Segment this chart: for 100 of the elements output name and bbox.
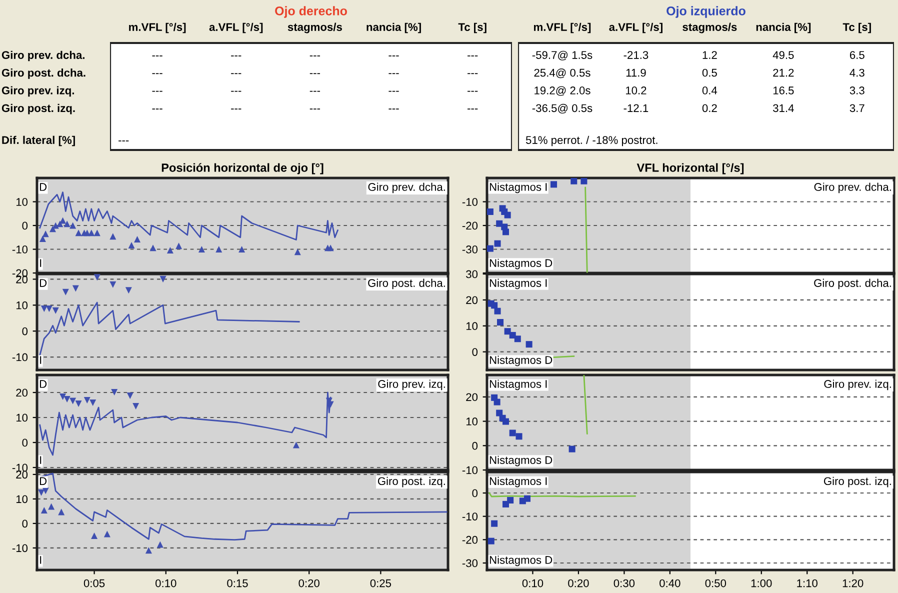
point: [42, 230, 49, 238]
point: [502, 228, 510, 236]
point: [40, 506, 48, 514]
point: [491, 302, 498, 309]
category-label: Tc [s]: [842, 22, 871, 34]
annotation: Nistagmos I: [490, 278, 547, 290]
point: [39, 236, 46, 242]
point: [126, 392, 134, 400]
text: ---: [468, 108, 478, 110]
point: [487, 208, 494, 215]
point: [145, 547, 152, 554]
point: [494, 240, 501, 247]
chart-title: Giro prev. izq.: [378, 380, 445, 390]
annotation: I: [40, 556, 42, 564]
point: [166, 246, 174, 254]
point: [104, 530, 110, 538]
y-tick-label: 0: [22, 520, 28, 528]
annotation: D: [40, 183, 47, 191]
x-tick-label: 0:20: [568, 579, 589, 588]
point: [238, 246, 246, 253]
point: [514, 336, 521, 342]
line-series: [39, 392, 332, 456]
point: [64, 396, 70, 403]
chart-title: Giro prev. dcha.: [368, 182, 445, 194]
text: ---: [231, 90, 242, 92]
point: [160, 276, 166, 282]
annotation: Nistagmos I: [490, 476, 547, 488]
text: ---: [468, 73, 478, 74]
point: [488, 538, 494, 544]
text: ---: [118, 140, 129, 142]
text: Ojo izquierdo: [666, 6, 746, 18]
point: [516, 433, 522, 440]
text: 21.2: [773, 68, 794, 77]
y-tick-label: -20: [462, 222, 478, 230]
point: [125, 287, 132, 294]
point: [550, 181, 558, 188]
text: ---: [388, 73, 399, 74]
x-tick-label: 1:10: [797, 579, 818, 588]
chart-title: Giro post. dcha.: [814, 278, 891, 290]
annotation: Nistagmos I: [490, 182, 547, 194]
chart-title: Giro post. izq.: [378, 476, 445, 488]
point: [52, 222, 59, 229]
point: [75, 400, 82, 408]
point: [111, 388, 118, 396]
text: 31.4: [773, 104, 794, 112]
text: -59.7@ 1.5s: [532, 50, 592, 60]
chart-title: Giro prev. izq.: [824, 380, 891, 390]
y-tick-label: -10: [12, 246, 28, 254]
text: ---: [468, 90, 478, 92]
point: [497, 319, 504, 326]
text: ---: [310, 108, 320, 110]
point: [40, 306, 48, 312]
y-tick-label: -10: [462, 512, 478, 520]
point: [150, 244, 156, 252]
category-label: a.VFL [°/s]: [209, 22, 263, 34]
y-tick-label: -30: [462, 246, 478, 254]
y-tick-label: 20: [466, 393, 478, 402]
point: [524, 495, 530, 502]
y-tick-label: -10: [462, 198, 478, 206]
text: ---: [310, 90, 320, 92]
x-tick-label: 0:15: [227, 579, 248, 588]
point: [38, 489, 45, 496]
point: [507, 496, 514, 504]
point: [70, 398, 76, 404]
category-label: stagmos/s: [288, 22, 342, 34]
y-tick-label: -20: [462, 536, 478, 544]
annotation: Nistagmos D: [490, 456, 552, 466]
y-tick-label: 0: [22, 222, 28, 230]
point: [70, 222, 76, 229]
y-tick-label: 0: [472, 489, 478, 498]
point: [568, 446, 576, 452]
point: [491, 520, 498, 527]
text: ---: [388, 108, 399, 110]
text: ---: [152, 73, 162, 74]
text: ---: [310, 73, 320, 74]
category-label: Giro prev. izq.: [2, 86, 74, 97]
annotation: D: [40, 279, 47, 287]
x-tick-label: 1:20: [842, 579, 864, 588]
x-tick-label: 0:50: [705, 579, 726, 588]
point: [156, 541, 164, 548]
point: [46, 306, 52, 312]
annotation: D: [40, 380, 47, 388]
point: [176, 242, 182, 250]
y-tick-label: 10: [466, 322, 478, 330]
category-label: m.VFL [°/s]: [534, 22, 591, 34]
category-label: m.VFL [°/s]: [129, 22, 186, 34]
category-label: stagmos/s: [682, 22, 737, 34]
point: [509, 430, 516, 436]
point: [60, 217, 66, 224]
annotation: D: [40, 477, 47, 485]
text: 51% perrot. / -18% postrot.: [526, 136, 658, 146]
point: [94, 230, 100, 236]
annotation: Nistagmos D: [490, 556, 552, 566]
text: ---: [310, 55, 320, 56]
point: [570, 178, 578, 184]
point: [90, 399, 96, 406]
text: -36.5@ 0.5s: [532, 104, 592, 114]
y-tick-label: 20: [16, 275, 28, 284]
y-tick-label: 30: [466, 270, 478, 278]
y-tick-label: 0: [22, 438, 28, 447]
